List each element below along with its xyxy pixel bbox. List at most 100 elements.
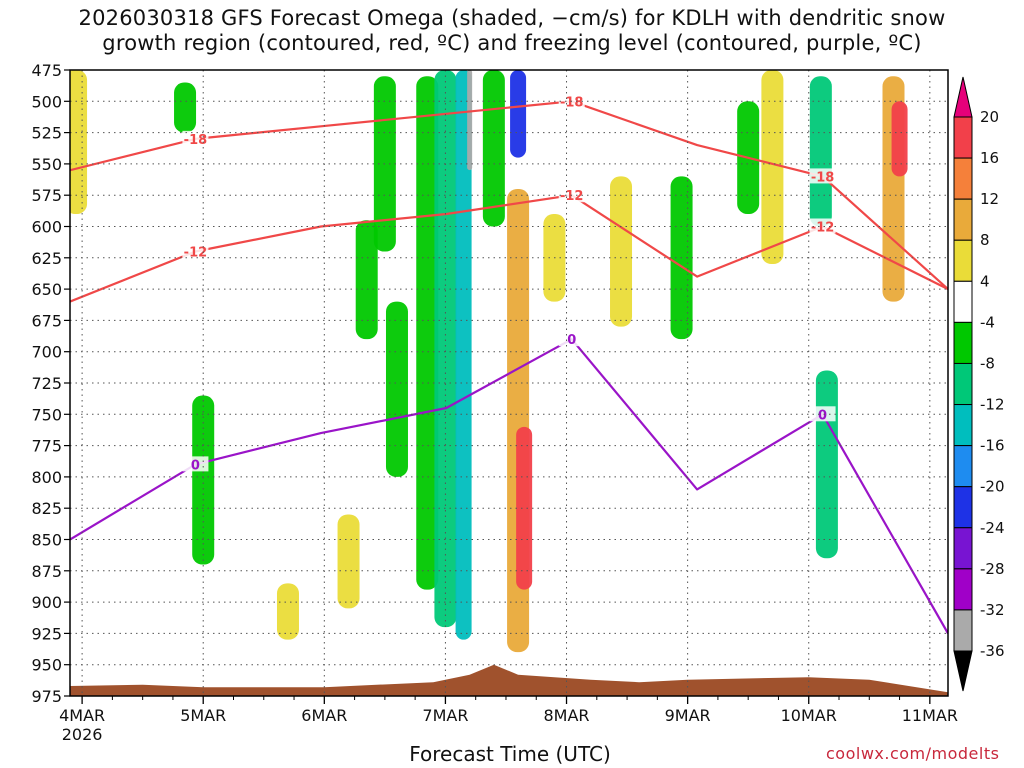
axes: 475 500 525 550 575 600 625 650 675 700 725 750 775 8…	[31, 61, 957, 744]
colorbar-segment	[953, 609, 973, 652]
colorbar-top-arrow	[953, 76, 973, 118]
y-tick-label: 950	[31, 656, 62, 675]
x-tick-label: 8MAR	[544, 706, 590, 725]
y-tick-label: 500	[31, 92, 62, 111]
temperature-contours: -18 -18 -18 -12 -12 -12 0 0 0	[70, 93, 948, 634]
contour-label-bg	[558, 331, 585, 347]
contour-label: -12	[560, 189, 584, 204]
colorbar-tick-label: -12	[980, 396, 1005, 414]
omega-shade-7	[385, 301, 408, 477]
colorbar-tick-label: -8	[980, 354, 995, 372]
y-tick-label: 550	[31, 155, 62, 174]
terrain-fill	[70, 664, 948, 696]
colorbar-segment	[953, 527, 973, 570]
colorbar-segment	[953, 321, 973, 364]
colorbar-segment	[953, 116, 973, 159]
contour-label-bg	[182, 456, 209, 472]
omega-shade-12	[482, 70, 505, 227]
y-tick-label: 825	[31, 499, 62, 518]
colorbar-tick-label: -20	[980, 478, 1005, 496]
contour-label-bg	[182, 130, 209, 146]
contour-label-bg	[809, 218, 836, 234]
contour-label: -18	[560, 95, 584, 110]
omega-shade-0	[70, 70, 88, 214]
colorbar-tick-label: -16	[980, 437, 1005, 455]
y-tick-label: 775	[31, 437, 62, 456]
colorbar-segment	[953, 568, 973, 611]
colorbar-segment	[953, 198, 973, 241]
contour-label-bg	[809, 168, 836, 184]
colorbar-tick-label: 16	[980, 149, 999, 167]
omega-shade-15	[516, 426, 533, 590]
x-tick-label: 5MAR	[180, 706, 226, 725]
contour-line-red-0	[70, 100, 948, 290]
omega-shade-20	[761, 70, 784, 265]
omega-shade-11	[467, 70, 473, 171]
x-tick-label: 9MAR	[665, 706, 711, 725]
omega-shade-2	[192, 395, 215, 565]
colorbar-bottom-arrow	[953, 650, 973, 692]
contour-line-red-1	[70, 194, 948, 303]
x-axis-label: Forecast Time (UTC)	[409, 742, 611, 766]
omega-shade-5	[355, 220, 378, 340]
x-tick-label: 4MAR	[59, 706, 105, 725]
colorbar-tick-label: 12	[980, 190, 999, 208]
contour-label: 0	[567, 333, 576, 348]
omega-shade-21	[809, 76, 832, 227]
colorbar-segment	[953, 239, 973, 282]
omega-shade-4	[337, 514, 360, 609]
contour-label: 0	[818, 408, 827, 423]
contour-label: -18	[811, 170, 835, 185]
y-tick-label: 725	[31, 374, 62, 393]
omega-shade-8	[416, 76, 439, 590]
y-tick-label: 750	[31, 405, 62, 424]
contour-label-bg	[182, 243, 209, 259]
omega-shade-17	[610, 176, 633, 327]
y-tick-label: 925	[31, 624, 62, 643]
colorbar-tick-label: 4	[980, 272, 990, 290]
y-tick-label: 700	[31, 343, 62, 362]
x-tick-label: 7MAR	[422, 706, 468, 725]
y-tick-label: 850	[31, 531, 62, 550]
grid	[70, 70, 948, 697]
colorbar-tick-label: -32	[980, 601, 1005, 619]
y-tick-label: 675	[31, 311, 62, 330]
y-tick-label: 900	[31, 593, 62, 612]
colorbar-tick-label: -36	[980, 642, 1005, 660]
y-tick-label: 625	[31, 249, 62, 268]
contour-label-bg	[809, 406, 836, 422]
colorbar-tick-label: 8	[980, 231, 990, 249]
x-tick-label: 6MAR	[301, 706, 347, 725]
contour-line-purple-2	[70, 338, 948, 634]
y-tick-label: 875	[31, 562, 62, 581]
terrain	[70, 664, 948, 696]
colorbar-tick-label: -4	[980, 313, 995, 331]
x-tick-label: 11MAR	[902, 706, 958, 725]
y-tick-label: 525	[31, 124, 62, 143]
y-tick-label: 575	[31, 186, 62, 205]
credit-text: coolwx.com/modelts	[826, 744, 1000, 763]
colorbar-segment	[953, 280, 973, 323]
contour-label: -12	[811, 221, 835, 236]
y-tick-label: 650	[31, 280, 62, 299]
colorbar-segment	[953, 445, 973, 488]
colorbar: 20 16 12 8 4 -4 -8 -12 -16 -20 -24 -28 -32 -36	[953, 76, 1005, 692]
colorbar-tick-label: 20	[980, 108, 999, 126]
y-tick-label: 800	[31, 468, 62, 487]
chart-title-line-1: 2026030318 GFS Forecast Omega (shaded, −…	[78, 6, 946, 30]
chart-title-line-2: growth region (contoured, red, ºC) and f…	[102, 31, 922, 55]
omega-shade-9	[434, 70, 457, 628]
contour-label: 0	[191, 458, 200, 473]
colorbar-segment	[953, 404, 973, 447]
x-tick-year: 2026	[62, 725, 103, 744]
colorbar-segment	[953, 486, 973, 529]
x-tick-label: 10MAR	[781, 706, 837, 725]
omega-shade-24	[891, 101, 908, 177]
y-tick-label: 475	[31, 61, 62, 80]
colorbar-tick-label: -28	[980, 560, 1005, 578]
omega-shade-3	[276, 583, 299, 640]
y-tick-label: 975	[31, 687, 62, 706]
omega-shade-13	[510, 70, 527, 158]
contour-label: -12	[184, 246, 208, 261]
